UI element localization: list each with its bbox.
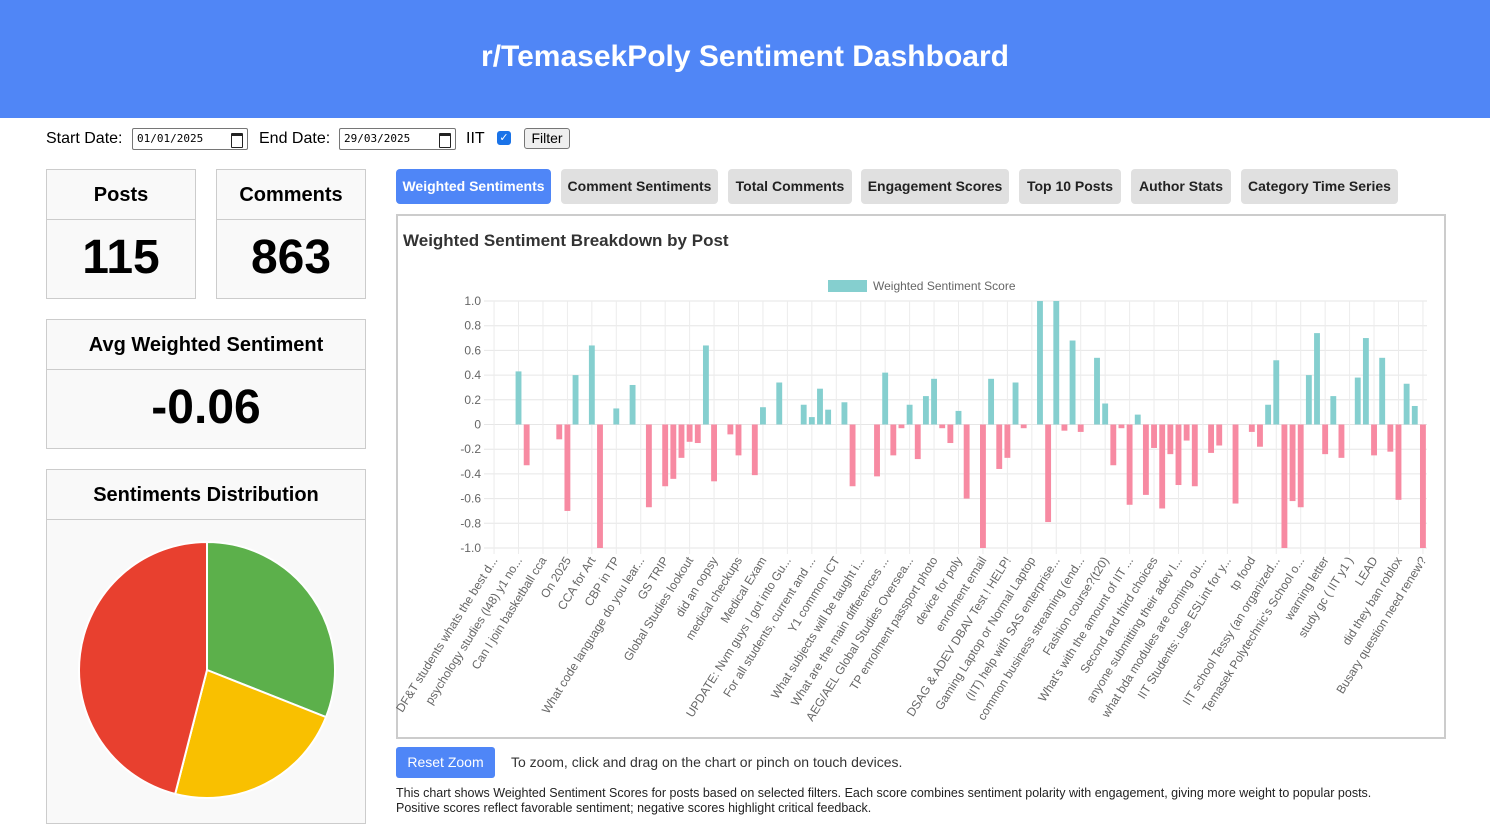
stat-label: Comments	[217, 170, 365, 220]
description-line: This chart shows Weighted Sentiment Scor…	[396, 786, 1372, 800]
stat-card: Avg Weighted Sentiment -0.06	[46, 319, 366, 449]
start-label: Start Date:	[46, 130, 123, 147]
stat-label: Avg Weighted Sentiment	[47, 320, 365, 370]
tab[interactable]: Top 10 Posts	[1019, 169, 1121, 204]
tab[interactable]: Weighted Sentiments	[396, 169, 551, 204]
description: This chart shows Weighted Sentiment Scor…	[396, 786, 1371, 816]
zoom-hint: To zoom, click and drag on the chart or …	[511, 754, 903, 770]
stat-card: Posts 115	[46, 169, 196, 299]
filter-button[interactable]: Filter	[524, 128, 570, 149]
pie-title: Sentiments Distribution	[47, 470, 365, 520]
pie-card: Sentiments Distribution	[46, 469, 366, 824]
checkbox[interactable]: ✓	[497, 131, 511, 145]
tab[interactable]: Author Stats	[1131, 169, 1231, 204]
stat-value: -0.06	[151, 381, 261, 434]
reset-zoom-button[interactable]: Reset Zoom	[396, 747, 495, 778]
header-title: r/TemasekPoly Sentiment Dashboard	[0, 0, 1490, 118]
stat-value: 863	[250, 231, 332, 284]
stat-value: 115	[82, 231, 160, 284]
tab[interactable]: Total Comments	[728, 169, 852, 204]
stat-card: Comments 863	[216, 169, 366, 299]
end-date[interactable]: 29/03/2025	[339, 128, 456, 150]
start-date[interactable]: 01/01/2025	[132, 128, 248, 150]
tab[interactable]: Engagement Scores	[861, 169, 1009, 204]
checkbox-label: IIT	[466, 130, 485, 147]
stat-label: Posts	[47, 170, 195, 220]
end-label: End Date:	[259, 130, 331, 147]
description-line: Positive scores reflect favorable sentim…	[396, 801, 872, 815]
tab[interactable]: Category Time Series	[1241, 169, 1398, 204]
chart-box	[396, 214, 1446, 739]
tab[interactable]: Comment Sentiments	[561, 169, 718, 204]
